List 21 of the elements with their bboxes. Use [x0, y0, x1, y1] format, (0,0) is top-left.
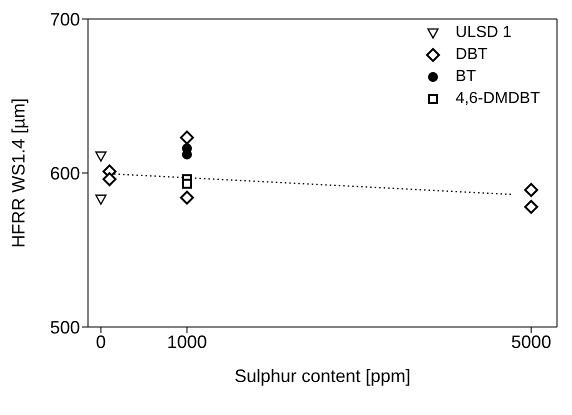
- y-tick-label: 500: [50, 317, 80, 338]
- legend-label: ULSD 1: [456, 24, 512, 42]
- x-axis-title: Sulphur content [ppm]: [234, 366, 411, 386]
- point: [180, 190, 194, 205]
- y-tick-label: 700: [50, 9, 80, 30]
- x-tick-label: 0: [96, 332, 106, 352]
- y-tick-label: 600: [50, 163, 80, 184]
- point: [182, 178, 192, 189]
- point: [524, 182, 538, 197]
- point: [95, 194, 107, 205]
- legend-label: DBT: [456, 46, 488, 64]
- x-tick-label: 5000: [511, 332, 552, 352]
- y-axis-title: HFRR WS1.4 [µm]: [8, 98, 28, 248]
- point: [95, 151, 107, 162]
- point: [182, 150, 192, 160]
- point: [524, 200, 538, 214]
- point: [102, 172, 117, 186]
- legend-label: 4,6-DMDBT: [456, 90, 540, 108]
- x-tick-label: 1000: [166, 332, 207, 352]
- point: [180, 130, 194, 145]
- legend-label: BT: [456, 68, 476, 86]
